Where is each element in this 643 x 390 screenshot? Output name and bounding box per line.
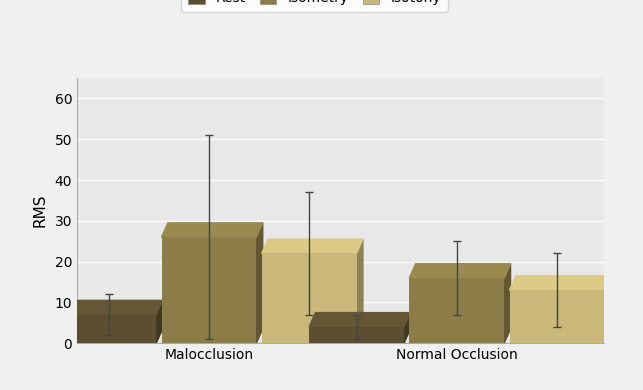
Y-axis label: RMS: RMS xyxy=(33,194,48,227)
Polygon shape xyxy=(309,313,410,327)
Polygon shape xyxy=(257,223,263,343)
Polygon shape xyxy=(410,264,511,278)
Bar xyxy=(509,290,604,343)
Polygon shape xyxy=(61,300,163,315)
Bar xyxy=(309,327,404,343)
Bar xyxy=(410,278,504,343)
Bar xyxy=(161,237,257,343)
Polygon shape xyxy=(509,276,611,290)
Polygon shape xyxy=(161,223,263,237)
Bar xyxy=(262,254,357,343)
Polygon shape xyxy=(156,300,163,343)
Bar xyxy=(61,315,156,343)
Polygon shape xyxy=(262,239,363,254)
Legend: Rest, Isometry, Isotony: Rest, Isometry, Isotony xyxy=(181,0,448,12)
Polygon shape xyxy=(357,239,363,343)
Polygon shape xyxy=(504,264,511,343)
Polygon shape xyxy=(604,276,611,343)
Polygon shape xyxy=(404,313,410,343)
